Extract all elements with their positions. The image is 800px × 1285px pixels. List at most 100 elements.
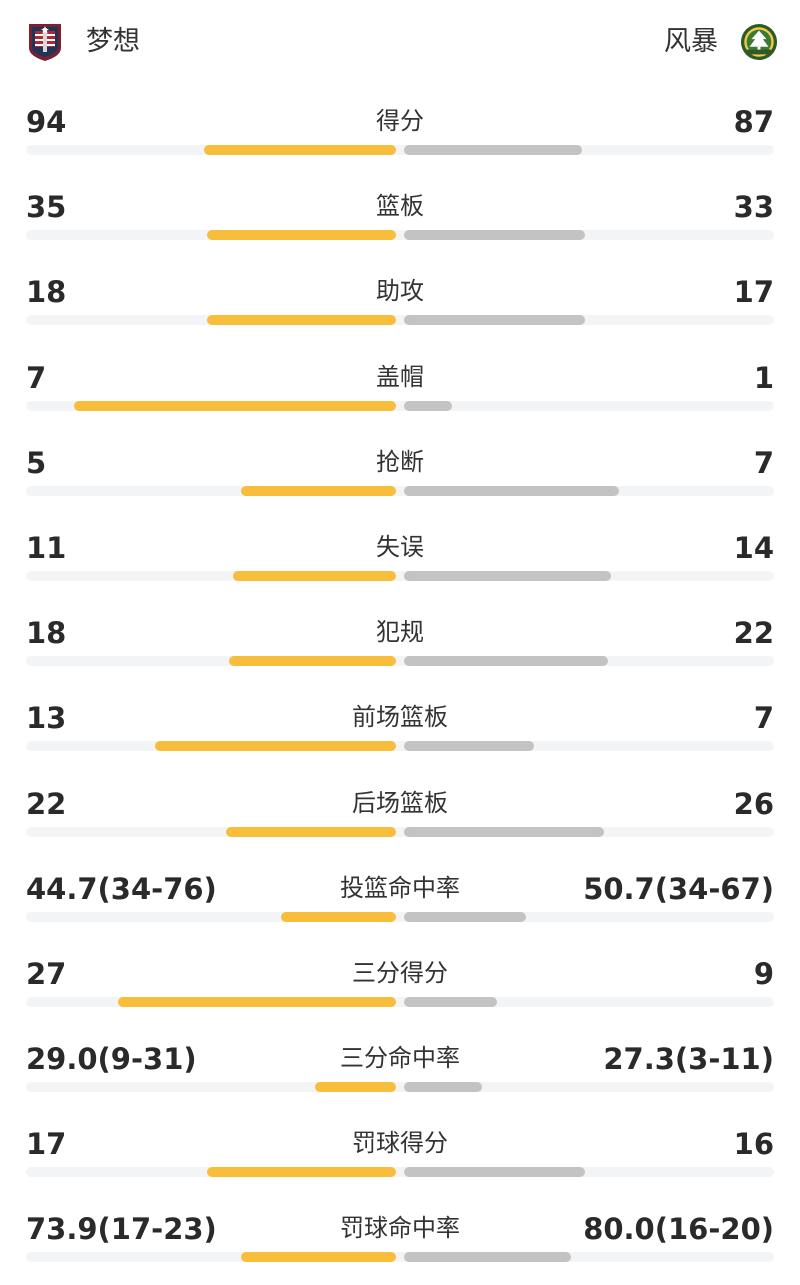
away-value: 9	[753, 956, 774, 991]
home-bar	[315, 1082, 396, 1093]
home-value: 44.7(34-76)	[26, 871, 217, 906]
stat-row: 94 得分 87	[0, 92, 800, 177]
away-value: 50.7(34-67)	[583, 871, 774, 906]
away-value: 26	[733, 786, 774, 821]
stat-row: 29.0(9-31) 三分命中率 27.3(3-11)	[0, 1029, 800, 1114]
stat-label: 后场篮板	[352, 788, 448, 817]
home-value: 18	[26, 616, 67, 651]
bar-track	[26, 315, 774, 326]
away-value: 87	[733, 105, 774, 139]
away-bar	[404, 656, 608, 667]
home-team[interactable]: 梦想	[26, 22, 140, 62]
bar-track	[26, 485, 774, 496]
home-bar	[241, 485, 396, 496]
away-value: 7	[753, 701, 774, 736]
away-bar	[404, 145, 582, 155]
home-value: 13	[26, 701, 67, 736]
away-team-name: 风暴	[664, 26, 718, 57]
bar-track	[26, 230, 774, 241]
home-bar	[204, 145, 396, 155]
stats-list: 94 得分 87 35 篮板 33 18 助攻 17 7 盖帽 1 5 抢断 7 11 失误 14 18 犯规 22 13…	[0, 92, 800, 1285]
home-bar	[74, 400, 396, 411]
stat-row: 35 篮板 33	[0, 177, 800, 262]
home-value: 35	[26, 190, 67, 225]
away-bar	[404, 570, 611, 581]
away-value: 17	[733, 275, 774, 310]
away-bar	[404, 1167, 585, 1178]
stat-row: 5 抢断 7	[0, 433, 800, 518]
stat-label: 三分得分	[352, 958, 448, 987]
away-value: 16	[733, 1127, 774, 1162]
stat-label: 助攻	[376, 277, 424, 306]
away-team[interactable]: 风暴	[664, 22, 778, 62]
bar-track	[26, 145, 774, 155]
home-bar	[281, 911, 396, 922]
home-value: 18	[26, 275, 67, 310]
away-value: 7	[753, 445, 774, 480]
bar-track	[26, 570, 774, 581]
bar-track	[26, 656, 774, 667]
away-value: 80.0(16-20)	[583, 1212, 774, 1247]
home-team-name: 梦想	[86, 26, 140, 57]
stat-row: 7 盖帽 1	[0, 348, 800, 433]
away-bar	[404, 400, 452, 411]
bar-track	[26, 1167, 774, 1178]
teams-header: 梦想 风暴	[0, 0, 800, 86]
stat-label: 罚球得分	[352, 1129, 448, 1158]
away-value: 22	[733, 616, 774, 651]
away-bar	[404, 315, 585, 326]
home-value: 22	[26, 786, 67, 821]
home-value: 73.9(17-23)	[26, 1212, 217, 1247]
home-bar	[241, 1252, 396, 1263]
stat-row: 11 失误 14	[0, 518, 800, 603]
home-bar	[207, 315, 396, 326]
away-bar	[404, 230, 585, 241]
home-bar	[233, 570, 396, 581]
stat-row: 44.7(34-76) 投篮命中率 50.7(34-67)	[0, 859, 800, 944]
home-bar	[207, 1167, 396, 1178]
bar-track	[26, 1082, 774, 1093]
stat-row: 27 三分得分 9	[0, 944, 800, 1029]
bar-track	[26, 911, 774, 922]
home-bar	[229, 656, 396, 667]
stat-row: 17 罚球得分 16	[0, 1114, 800, 1199]
stat-label: 犯规	[376, 618, 424, 647]
home-bar	[155, 741, 396, 752]
away-bar	[404, 996, 497, 1007]
bar-track	[26, 400, 774, 411]
away-bar	[404, 826, 604, 837]
stat-row: 18 犯规 22	[0, 603, 800, 688]
stat-row: 18 助攻 17	[0, 262, 800, 347]
home-bar	[118, 996, 396, 1007]
away-value: 14	[733, 530, 774, 565]
home-value: 17	[26, 1127, 67, 1162]
stat-row: 73.9(17-23) 罚球命中率 80.0(16-20)	[0, 1199, 800, 1284]
bar-track	[26, 741, 774, 752]
stat-label: 得分	[376, 107, 424, 135]
bar-track	[26, 826, 774, 837]
home-bar	[226, 826, 396, 837]
storm-logo-icon	[740, 23, 778, 61]
away-bar	[404, 485, 619, 496]
bar-track	[26, 1252, 774, 1263]
away-bar	[404, 911, 526, 922]
away-bar	[404, 1252, 571, 1263]
stat-row: 22 后场篮板 26	[0, 774, 800, 859]
home-bar	[207, 230, 396, 241]
home-value: 5	[26, 445, 47, 480]
away-value: 27.3(3-11)	[603, 1042, 774, 1077]
stat-row: 13 前场篮板 7	[0, 688, 800, 773]
stat-label: 前场篮板	[352, 703, 448, 732]
bar-track	[26, 996, 774, 1007]
stat-label: 失误	[376, 532, 424, 561]
away-bar	[404, 741, 534, 752]
away-value: 1	[753, 360, 774, 395]
stat-label: 抢断	[376, 447, 424, 476]
home-value: 7	[26, 360, 47, 395]
stat-label: 盖帽	[376, 362, 424, 391]
away-value: 33	[733, 190, 774, 225]
dream-logo-icon	[29, 24, 61, 61]
away-bar	[404, 1082, 482, 1093]
home-value: 94	[26, 105, 67, 139]
stat-label: 篮板	[376, 192, 424, 221]
